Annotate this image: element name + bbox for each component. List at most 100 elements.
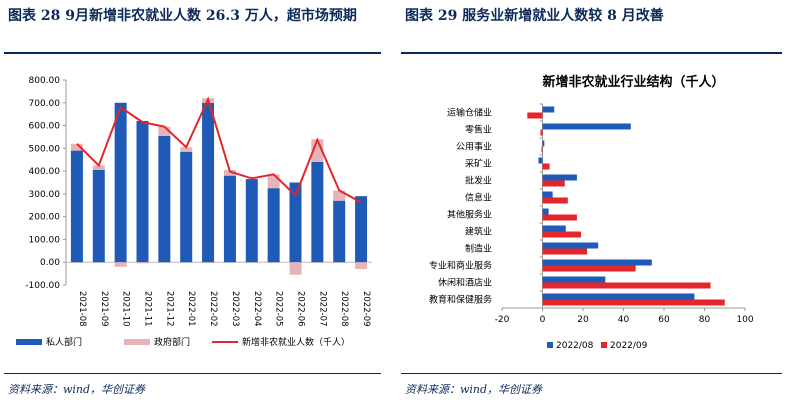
left-bar-private [114,102,127,263]
right-bar-2022-08 [542,174,577,181]
right-bottom-rule [401,373,782,374]
right-legend-2208: 2022/08 [556,341,594,351]
left-bar-private [289,182,302,263]
right-category-label: 公用事业 [456,141,492,153]
right-bar-2022-08 [538,157,543,164]
right-bar-2022-09 [542,248,588,255]
left-x-tick-label: 2022-08 [339,291,349,327]
right-category-label: 制造业 [465,243,492,255]
left-bar-gov [114,262,127,267]
left-bar-private [70,150,83,263]
left-x-tick-label: 2022-02 [208,291,218,327]
left-bar-gov [70,143,83,151]
left-bottom-rule [4,373,381,374]
left-legend-gov: 政府部门 [154,336,190,348]
left-bar-private [355,196,368,263]
left-bar-gov [223,169,236,176]
left-bar-gov [158,126,171,136]
right-bar-2022-09 [542,299,725,306]
right-x-tick-label: -20 [495,315,510,325]
right-x-tick-label: 100 [736,315,753,325]
right-chart-title: 新增非农就业行业结构（千人） [542,74,724,90]
left-bar-private [158,135,171,263]
right-bar-2022-08 [542,276,606,283]
left-bar-gov [92,165,105,170]
left-y-tick-label: 500.00 [29,144,61,154]
left-title-rule [4,52,381,54]
right-bar-2022-09 [540,129,543,136]
right-title-rule [401,52,782,54]
right-bar-2022-09 [542,180,565,187]
left-y-tick-label: 0.00 [40,258,60,268]
right-category-label: 信息业 [465,192,492,204]
left-bar-private [245,179,258,263]
left-bar-private [202,102,215,263]
left-y-tick-label: 100.00 [29,235,61,245]
left-y-tick-label: 700.00 [29,99,61,109]
left-y-tick-label: 800.00 [29,76,61,86]
left-legend-swatch-private [16,339,42,345]
right-legend-2209: 2022/09 [610,341,648,351]
right-category-label: 建筑业 [465,226,492,238]
left-bar-gov [180,147,193,152]
left-y-tick-label: 400.00 [29,167,61,177]
left-bar-private [223,175,236,263]
left-source: 资料来源：wind，华创证券 [8,383,146,396]
left-x-tick-label: 2022-09 [361,291,371,327]
left-legend-swatch-gov [124,339,150,345]
left-x-tick-label: 2022-01 [186,291,196,327]
right-source: 资料来源：wind，华创证券 [405,383,543,396]
right-bar-2022-08 [542,242,599,249]
left-panel-title: 图表 28 9月新增非农就业人数 26.3 万人，超市场预期 [8,8,357,24]
left-x-tick-label: 2022-06 [296,291,306,327]
right-bar-2022-09 [542,197,568,204]
right-category-label: 采矿业 [465,158,492,170]
right-legend-swatch-2209 [601,342,607,348]
left-legend-private: 私人部门 [46,336,82,348]
left-legend-total: 新增非农就业人数（千人） [242,336,350,348]
left-bar-gov [289,262,302,275]
right-x-tick-label: 80 [699,315,711,325]
left-bar-private [333,200,346,263]
left-x-tick-label: 2022-03 [230,291,240,327]
left-total-line [76,96,362,204]
right-bar-2022-08 [542,106,555,113]
left-x-tick-label: 2022-04 [252,291,262,327]
right-bar-2022-09 [527,112,543,119]
left-chart: -100.00 0.00 100.00 200.00 300.00 400.00 500.0… [16,76,372,348]
right-bar-2022-08 [542,208,549,215]
left-bar-gov [355,262,368,270]
right-bar-2022-08 [542,140,545,147]
right-legend-swatch-2208 [547,342,553,348]
left-y-tick-label: -100.00 [25,281,60,291]
right-category-label: 批发业 [465,175,492,187]
left-x-tick-label: 2021-11 [143,291,153,327]
left-bar-gov [136,262,149,264]
right-category-label: 专业和商业服务 [429,260,492,272]
left-x-tick-label: 2022-07 [317,291,327,327]
right-bar-2022-08 [542,293,695,300]
left-bar-private [267,188,280,263]
left-bar-private [311,162,324,263]
left-bar-gov [267,174,280,189]
right-x-tick-label: 0 [540,315,546,325]
right-category-label: 其他服务业 [447,209,492,221]
left-bar-gov [333,190,346,201]
right-bar-2022-09 [542,163,550,170]
right-panel-title: 图表 29 服务业新增就业人数较 8 月改善 [405,8,664,24]
right-category-label: 教育和保健服务 [429,294,492,306]
left-x-tick-label: 2021-12 [164,291,174,327]
right-category-label: 休闲和酒店业 [438,277,492,289]
left-y-tick-label: 200.00 [29,213,61,223]
right-bar-2022-09 [542,231,581,238]
right-x-tick-label: 20 [577,315,589,325]
right-bar-2022-08 [542,123,631,130]
right-x-tick-label: 60 [658,315,670,325]
left-x-tick-label: 2022-05 [274,291,284,327]
left-bar-private [92,169,105,263]
left-x-tick-label: 2021-10 [121,291,131,327]
right-category-label: 运输仓储业 [447,107,492,119]
left-y-tick-label: 600.00 [29,122,61,132]
left-bar-private [180,151,193,263]
left-bar-private [136,121,149,263]
